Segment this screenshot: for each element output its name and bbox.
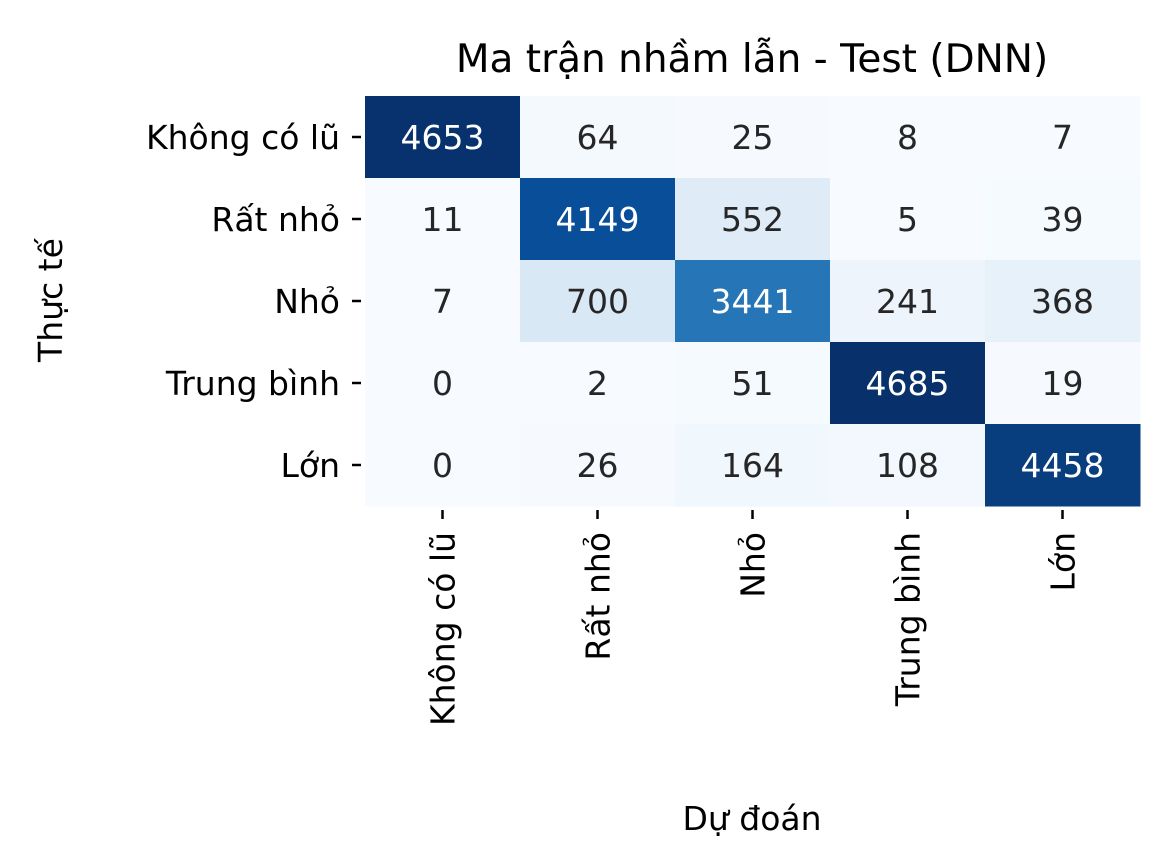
cell-value-label: 7 bbox=[432, 282, 453, 321]
cell-value-label: 0 bbox=[432, 446, 453, 485]
heatmap-cell bbox=[365, 424, 521, 507]
cell-value-label: 5 bbox=[897, 200, 918, 239]
heatmap-cell bbox=[675, 178, 831, 261]
heatmap-cell bbox=[520, 424, 676, 507]
cell-value-label: 39 bbox=[1042, 200, 1084, 239]
heatmap-cell bbox=[985, 342, 1141, 425]
heatmap-cell bbox=[985, 260, 1141, 343]
cell-value-label: 164 bbox=[721, 446, 784, 485]
x-tick-label: Rất nhỏ bbox=[579, 532, 618, 661]
y-tick-label: Rất nhỏ bbox=[211, 200, 340, 239]
heatmap-cell bbox=[675, 96, 831, 179]
cell-value-label: 2 bbox=[587, 364, 608, 403]
cell-value-label: 51 bbox=[732, 364, 774, 403]
heatmap-cell bbox=[520, 260, 676, 343]
cell-value-label: 108 bbox=[876, 446, 939, 485]
cell-value-label: 241 bbox=[876, 282, 939, 321]
heatmap-cell bbox=[365, 96, 521, 179]
cell-value-label: 11 bbox=[422, 200, 464, 239]
heatmap-cell bbox=[675, 342, 831, 425]
cell-value-label: 8 bbox=[897, 118, 918, 157]
y-axis-label: Thực tế bbox=[31, 237, 70, 363]
cell-value-label: 7 bbox=[1052, 118, 1073, 157]
cell-annotations: 4653 64 25 8 7 11 4149 552 5 39 7 700 3441 241 368 0 2 51… bbox=[401, 118, 1105, 485]
heatmap-cell bbox=[830, 178, 986, 261]
heatmap-cell bbox=[985, 96, 1141, 179]
heatmap-cell bbox=[830, 424, 986, 507]
y-tick-label: Không có lũ bbox=[146, 118, 340, 157]
cell-value-label: 4653 bbox=[401, 118, 485, 157]
x-axis-label: Dự đoán bbox=[682, 799, 821, 838]
y-tick-label: Lớn bbox=[281, 446, 341, 485]
y-tick-label: Nhỏ bbox=[274, 282, 340, 321]
cell-value-label: 4458 bbox=[1021, 446, 1105, 485]
cell-value-label: 26 bbox=[577, 446, 619, 485]
heatmap-cell bbox=[365, 260, 521, 343]
heatmap-cell bbox=[830, 96, 986, 179]
cell-value-label: 19 bbox=[1042, 364, 1084, 403]
heatmap-cell bbox=[675, 424, 831, 507]
heatmap-cell bbox=[985, 424, 1141, 507]
cell-value-label: 64 bbox=[577, 118, 619, 157]
heatmap-cells bbox=[365, 96, 1141, 507]
heatmap-cell bbox=[365, 178, 521, 261]
cell-value-label: 368 bbox=[1031, 282, 1094, 321]
chart-title: Ma trận nhầm lẫn - Test (DNN) bbox=[456, 37, 1048, 82]
heatmap-cell bbox=[830, 342, 986, 425]
x-tick-label: Nhỏ bbox=[734, 532, 773, 598]
heatmap-cell bbox=[520, 342, 676, 425]
cell-value-label: 552 bbox=[721, 200, 784, 239]
x-axis-ticks: Không có lũ Rất nhỏ Nhỏ Trung bình Lớn bbox=[424, 510, 1083, 726]
y-axis-ticks: Không có lũ Rất nhỏ Nhỏ Trung bình Lớn bbox=[146, 118, 361, 485]
x-tick-label: Lớn bbox=[1044, 532, 1083, 592]
y-tick-label: Trung bình bbox=[165, 364, 340, 403]
cell-value-label: 700 bbox=[566, 282, 629, 321]
cell-value-label: 3441 bbox=[711, 282, 795, 321]
heatmap-cell bbox=[830, 260, 986, 343]
heatmap-cell bbox=[365, 342, 521, 425]
heatmap-cell bbox=[520, 96, 676, 179]
heatmap-cell bbox=[985, 178, 1141, 261]
heatmap-cell bbox=[675, 260, 831, 343]
cell-value-label: 25 bbox=[732, 118, 774, 157]
x-tick-label: Không có lũ bbox=[424, 532, 463, 726]
cell-value-label: 0 bbox=[432, 364, 453, 403]
cell-value-label: 4149 bbox=[556, 200, 640, 239]
x-tick-label: Trung bình bbox=[889, 532, 928, 707]
heatmap-cell bbox=[520, 178, 676, 261]
cell-value-label: 4685 bbox=[866, 364, 950, 403]
